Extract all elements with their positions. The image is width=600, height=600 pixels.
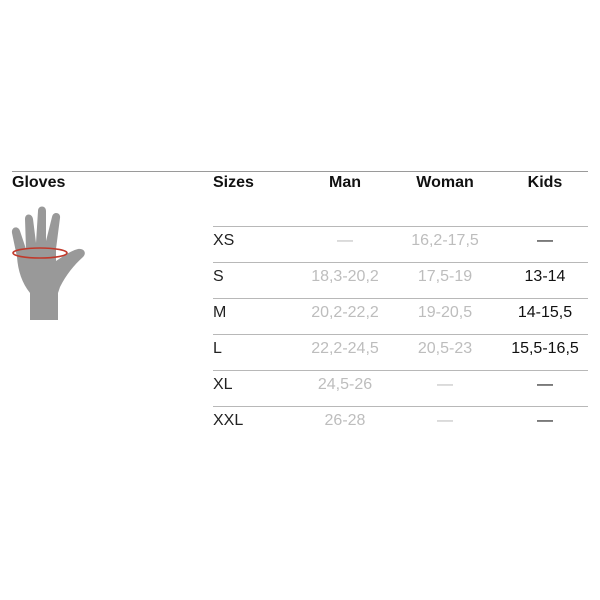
- cell-size: M: [213, 304, 227, 321]
- cell-woman: 17,5-19: [417, 268, 473, 285]
- cell-woman: 16,2-17,5: [411, 232, 479, 249]
- header-man: Man: [329, 174, 361, 191]
- cell-kids: —: [537, 232, 553, 249]
- cell-woman: —: [437, 376, 453, 393]
- cell-kids: 15,5-16,5: [511, 340, 579, 357]
- table-row: M 20,2-22,2 19-20,5 14-15,5: [213, 298, 588, 335]
- table-row: L 22,2-24,5 20,5-23 15,5-16,5: [213, 334, 588, 371]
- cell-man: 18,3-20,2: [311, 268, 379, 285]
- cell-kids: 14-15,5: [517, 304, 573, 321]
- cell-man: —: [337, 232, 353, 249]
- cell-kids: —: [537, 412, 553, 429]
- table-row: XS — 16,2-17,5 —: [213, 226, 588, 263]
- table-row: XL 24,5-26 — —: [213, 370, 588, 407]
- header-sizes: Sizes: [213, 174, 254, 191]
- cell-man: 20,2-22,2: [311, 304, 379, 321]
- cell-size: L: [213, 340, 222, 357]
- cell-size: XL: [213, 376, 233, 393]
- cell-man: 22,2-24,5: [311, 340, 379, 357]
- cell-size: XS: [213, 232, 235, 249]
- cell-size: XXL: [213, 412, 244, 429]
- cell-kids: —: [537, 376, 553, 393]
- cell-size: S: [213, 268, 224, 285]
- cell-woman: —: [437, 412, 453, 429]
- table-row: S 18,3-20,2 17,5-19 13-14: [213, 262, 588, 299]
- section-title: Gloves: [12, 174, 66, 191]
- header-woman: Woman: [416, 174, 474, 191]
- header-kids: Kids: [527, 174, 563, 191]
- hand-wrist-measure-icon: [11, 206, 85, 320]
- cell-man: 26-28: [324, 412, 366, 429]
- cell-man: 24,5-26: [317, 376, 373, 393]
- table-row: XXL 26-28 — —: [213, 406, 588, 443]
- cell-woman: 20,5-23: [417, 340, 473, 357]
- cell-kids: 13-14: [524, 268, 566, 285]
- cell-woman: 19-20,5: [417, 304, 473, 321]
- top-divider: [12, 171, 588, 172]
